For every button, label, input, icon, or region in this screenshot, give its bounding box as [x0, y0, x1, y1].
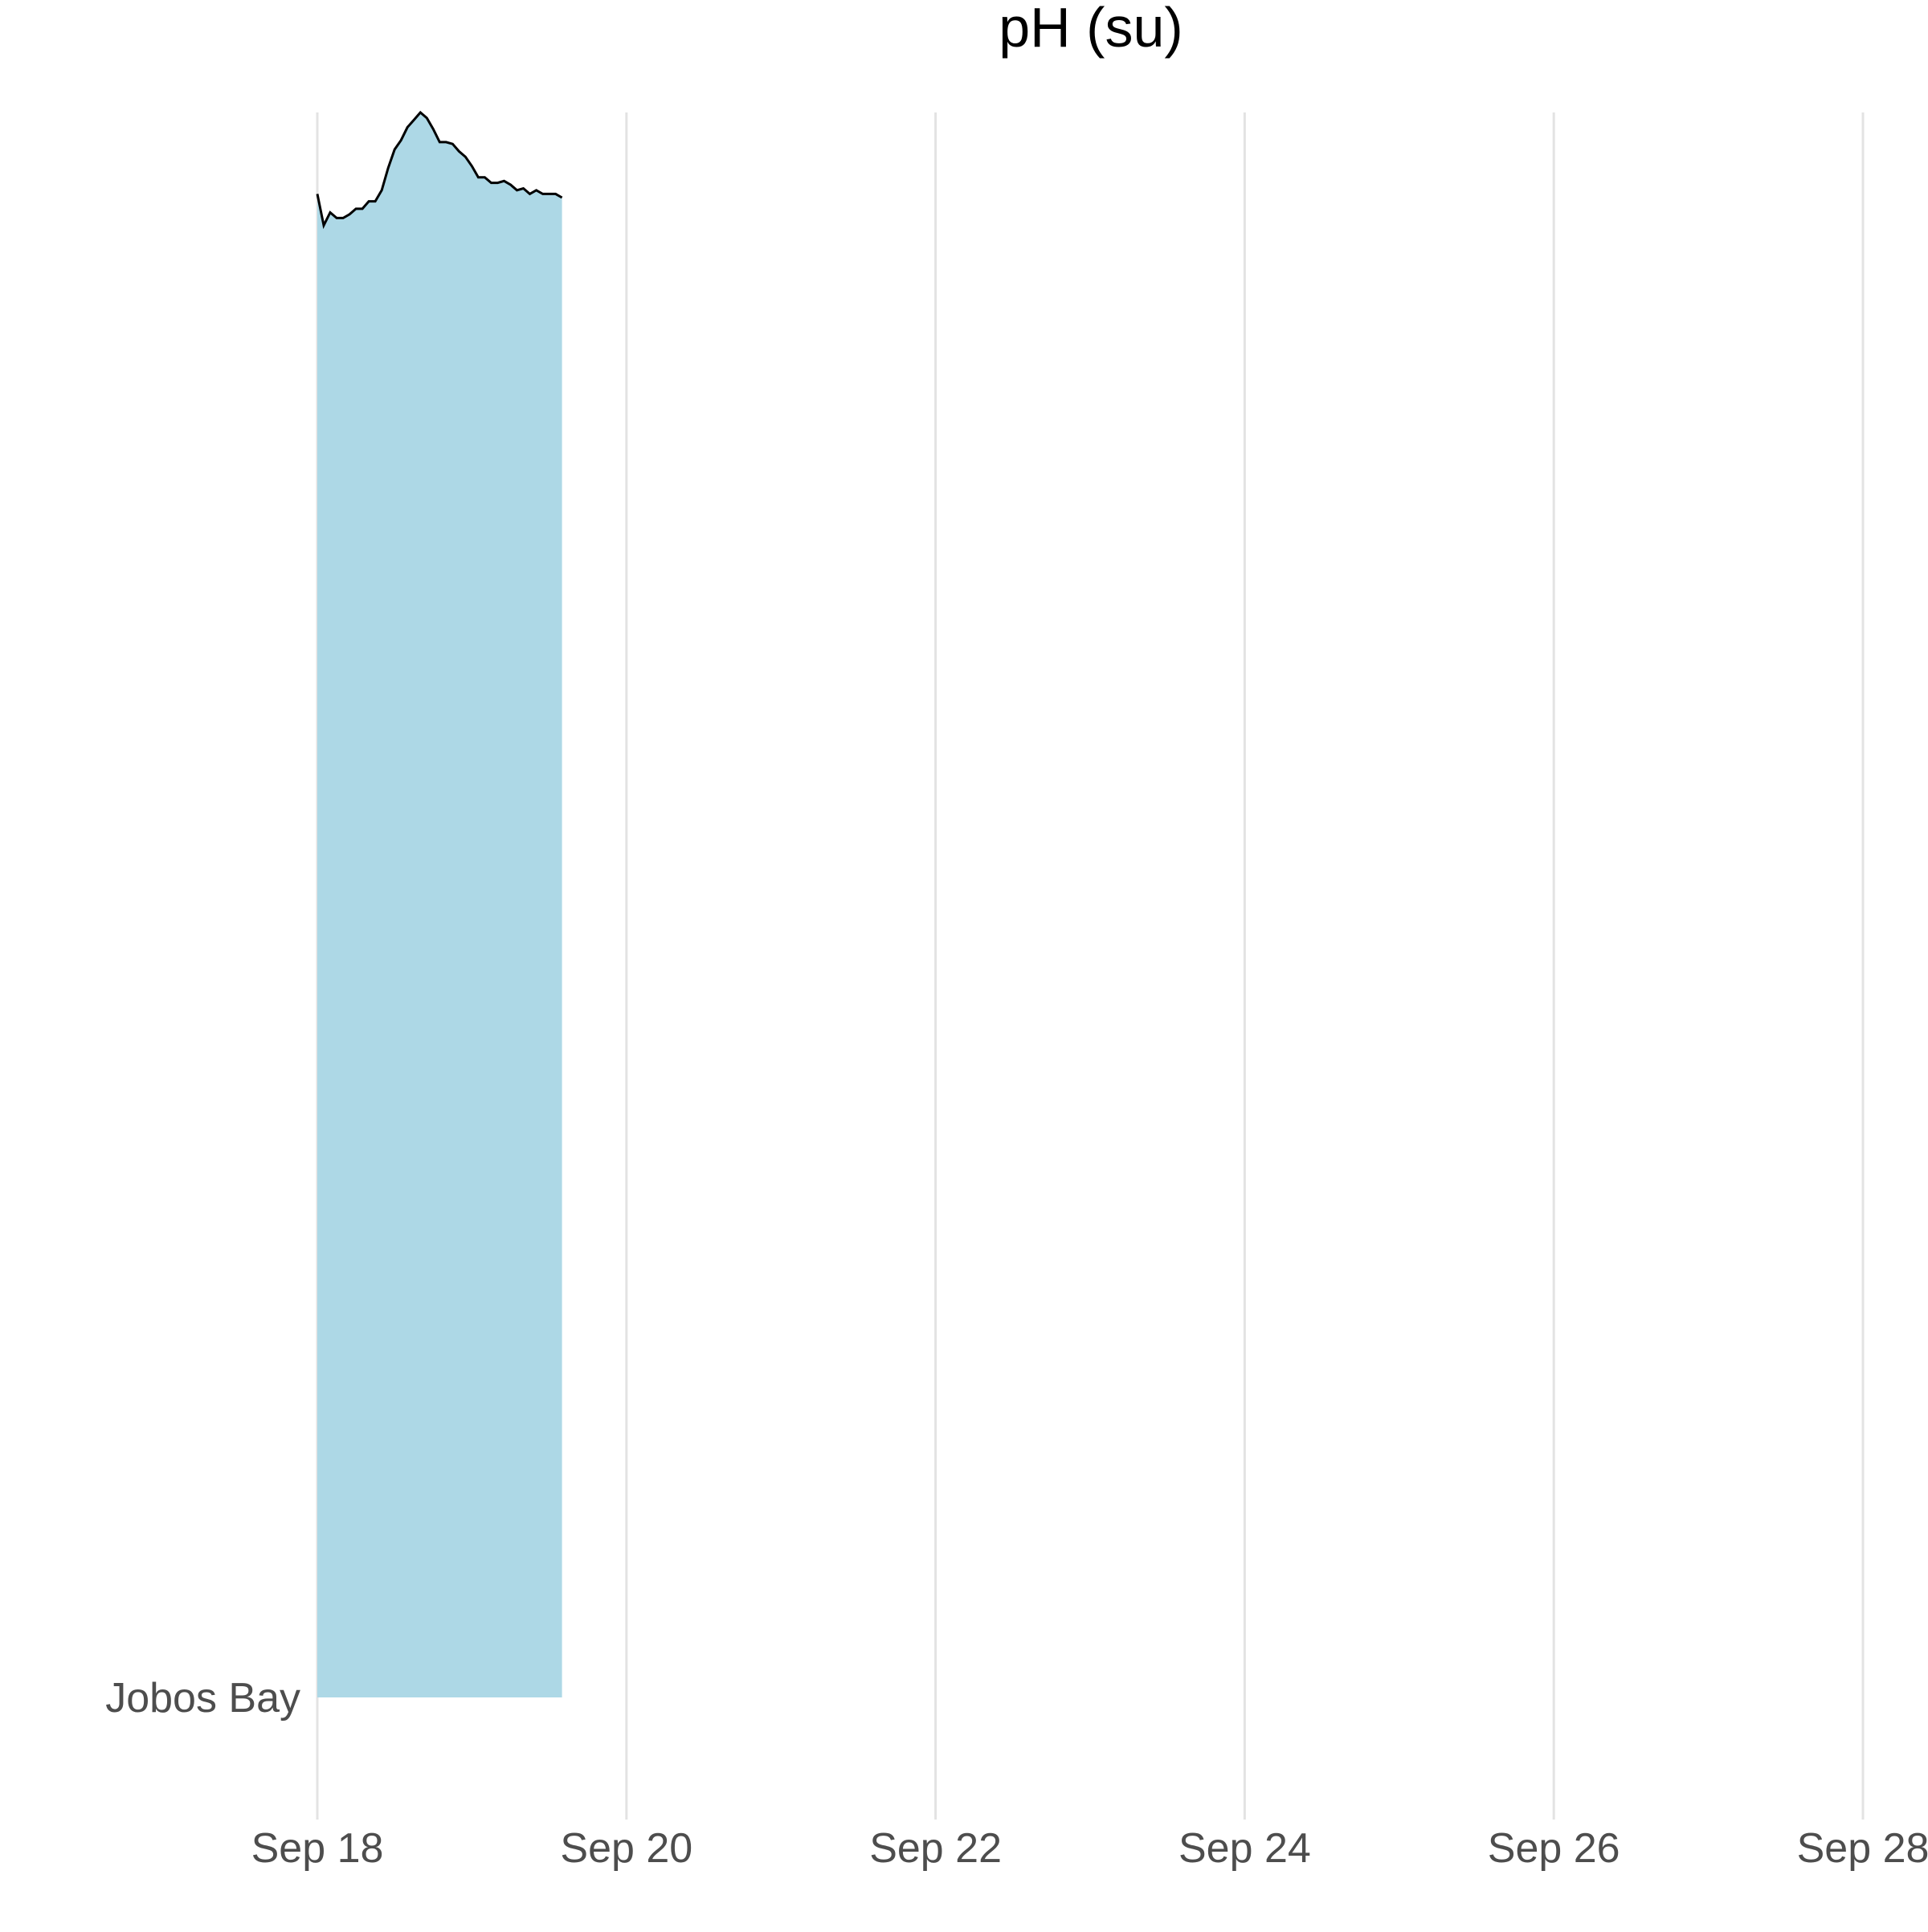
x-tick-label: Sep 24: [1178, 1825, 1311, 1872]
ridgeline-area: [316, 110, 563, 1697]
series-line: [316, 110, 563, 230]
x-tick-label: Sep 28: [1797, 1825, 1928, 1872]
x-tick-label: Sep 18: [251, 1825, 384, 1872]
x-tick-label: Sep 20: [560, 1825, 692, 1872]
x-tick-label: Sep 26: [1488, 1825, 1620, 1872]
series-area-fill: [317, 112, 562, 1697]
axis-labels: Sep 18 Sep 20 Sep 22 Sep 24 Sep 26 Sep 28 Jobo…: [105, 1675, 1928, 1872]
chart-title: pH (su): [999, 0, 1183, 59]
x-tick-label: Sep 22: [869, 1825, 1002, 1872]
category-label: Jobos Bay: [105, 1675, 300, 1722]
